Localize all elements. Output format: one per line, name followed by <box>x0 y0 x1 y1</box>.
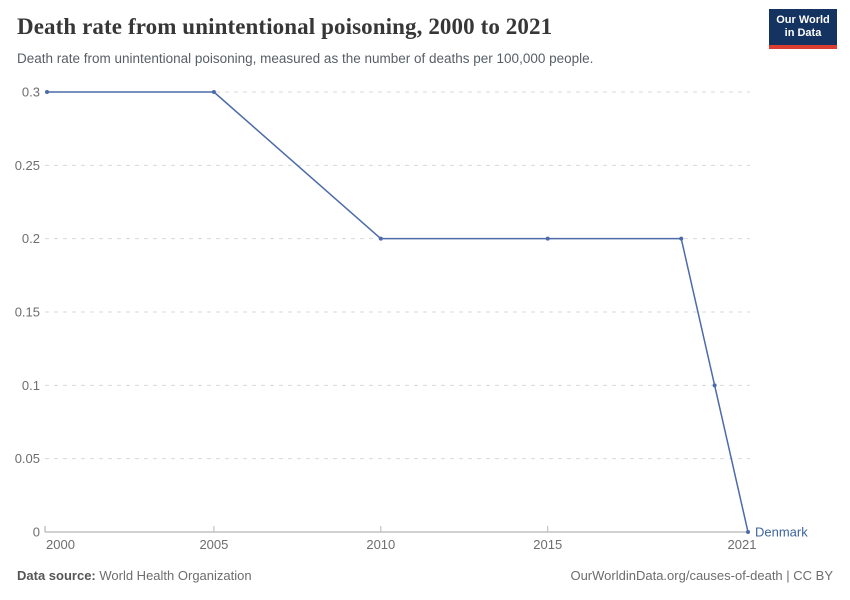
chart-subtitle: Death rate from unintentional poisoning,… <box>17 51 594 66</box>
x-tick-label: 2015 <box>533 537 562 552</box>
y-tick-label: 0.25 <box>15 158 40 173</box>
y-tick-label: 0.3 <box>22 85 40 100</box>
data-point[interactable] <box>746 530 750 534</box>
x-tick-label: 2000 <box>46 537 75 552</box>
data-point[interactable] <box>45 90 49 94</box>
credit-link[interactable]: OurWorldinData.org/causes-of-death | CC … <box>570 568 833 583</box>
x-tick-label: 2005 <box>199 537 228 552</box>
data-point[interactable] <box>679 236 684 241</box>
y-tick-label: 0.2 <box>22 231 40 246</box>
entity-label[interactable]: Denmark <box>755 525 808 540</box>
y-tick-label: 0.05 <box>15 451 40 466</box>
x-tick-label: 2010 <box>366 537 395 552</box>
y-tick-label: 0.15 <box>15 305 40 320</box>
owid-logo[interactable]: Our World in Data <box>769 9 837 49</box>
data-point[interactable] <box>211 90 216 94</box>
data-source-note: Data source: World Health Organization <box>17 568 252 583</box>
chart-title: Death rate from unintentional poisoning,… <box>17 14 553 39</box>
x-tick-label: 2021 <box>728 537 757 552</box>
y-tick-label: 0 <box>33 525 40 540</box>
owid-logo-text-line1: Our World <box>776 14 830 26</box>
data-source-label: Data source: <box>17 568 96 583</box>
data-point[interactable] <box>545 236 550 241</box>
data-point[interactable] <box>378 236 383 241</box>
data-point[interactable] <box>712 383 717 388</box>
y-tick-label: 0.1 <box>22 378 40 393</box>
chart-footer: Data source: World Health Organization O… <box>17 568 833 583</box>
data-source-value: World Health Organization <box>95 568 252 583</box>
owid-logo-text-line2: in Data <box>784 27 822 39</box>
